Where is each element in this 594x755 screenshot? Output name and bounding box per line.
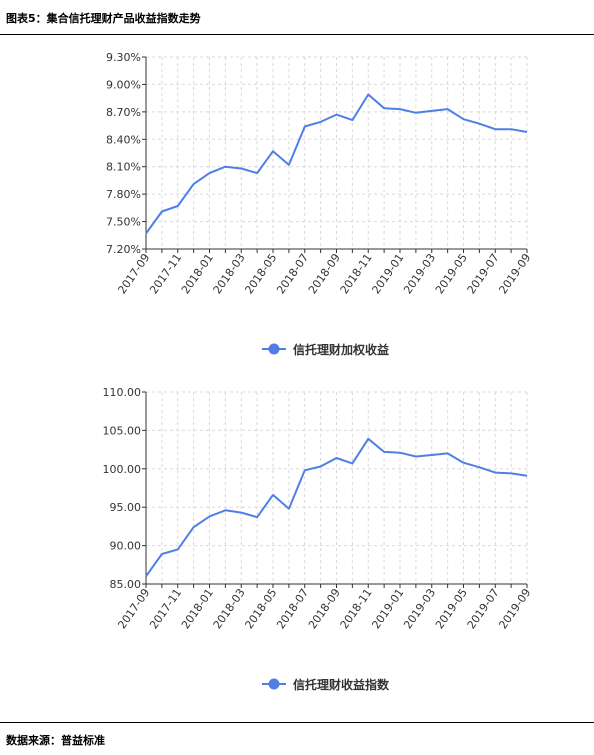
y-tick-label: 7.50% bbox=[106, 216, 141, 229]
index-line-chart: 85.0090.0095.00100.00105.00110.002017-09… bbox=[103, 386, 534, 692]
legend-marker bbox=[268, 678, 280, 690]
y-tick-label: 85.00 bbox=[110, 578, 142, 591]
legend-marker bbox=[268, 343, 280, 355]
series-line bbox=[145, 93, 528, 235]
figure-title: 图表5：集合信托理财产品收益指数走势 bbox=[6, 12, 201, 25]
series-line bbox=[145, 437, 528, 577]
top-rule bbox=[0, 34, 594, 35]
y-tick-label: 8.40% bbox=[106, 133, 141, 146]
bottom-rule bbox=[0, 722, 594, 723]
y-tick-label: 110.00 bbox=[103, 386, 142, 399]
legend-label[interactable]: 信托理财收益指数 bbox=[293, 677, 390, 692]
legend-label[interactable]: 信托理财加权收益 bbox=[293, 342, 389, 357]
y-tick-label: 8.70% bbox=[106, 106, 141, 119]
y-tick-label: 100.00 bbox=[103, 463, 142, 476]
x-tick-label: 2019-09 bbox=[496, 251, 533, 296]
yield-line-chart: 7.20% 7.50% 7.80% 8.10% 8.40% 8.70% 9.00% 9.30%… bbox=[106, 51, 533, 357]
y-tick-label: 7.80% bbox=[106, 188, 141, 201]
y-tick-label: 9.00% bbox=[106, 78, 141, 91]
x-tick-label: 2019-09 bbox=[496, 586, 533, 631]
y-tick-label: 105.00 bbox=[103, 424, 142, 437]
y-tick-label: 7.20% bbox=[106, 243, 141, 256]
source-note: 数据来源：普益标准 bbox=[6, 734, 105, 747]
y-tick-label: 9.30% bbox=[106, 51, 141, 64]
y-tick-label: 90.00 bbox=[110, 540, 142, 553]
y-tick-label: 95.00 bbox=[110, 501, 142, 514]
y-tick-label: 8.10% bbox=[106, 161, 141, 174]
